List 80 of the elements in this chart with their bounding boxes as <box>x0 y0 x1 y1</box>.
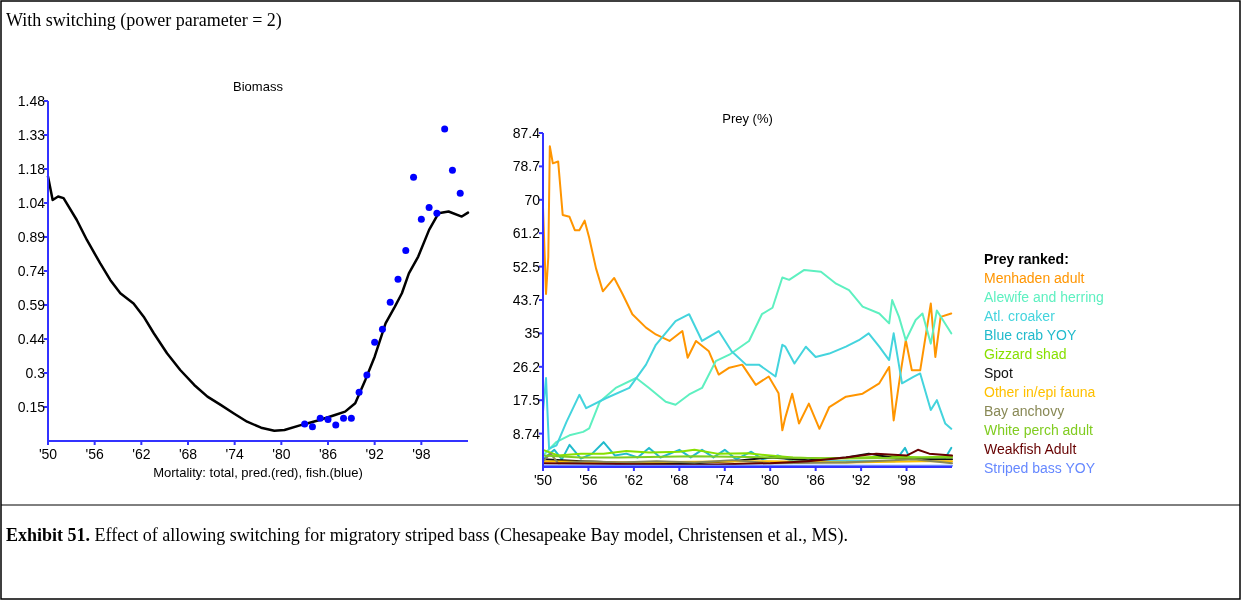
text: Other in/epi fauna <box>984 384 1096 400</box>
line-series <box>542 313 953 450</box>
text: Gizzard shad <box>984 346 1067 362</box>
x-tick-label: '86 <box>806 472 825 488</box>
y-tick-label: 35 <box>524 325 541 342</box>
point <box>394 275 402 283</box>
y-tick-label: 1.33 <box>17 126 46 143</box>
y-tick-label: 0.59 <box>17 296 46 313</box>
y-tick-label: 61.2 <box>512 225 541 242</box>
x-tick-label: '92 <box>365 446 384 462</box>
chart-title: Prey (%) <box>722 111 773 126</box>
x-tick-label: '80 <box>761 472 780 488</box>
x-tick-label: '68 <box>670 472 689 488</box>
y-tick-label: 0.15 <box>17 398 46 415</box>
point <box>378 325 386 333</box>
point <box>433 209 441 217</box>
y-tick-label: 78.7 <box>512 158 541 175</box>
point <box>448 166 456 174</box>
y-tick-label: 17.5 <box>512 392 541 409</box>
x-tick-label: '56 <box>579 472 598 488</box>
text: Exhibit 51. Effect of allowing switching for migratory striped bass (Chesapeake Bay model, Christensen et al., MS). <box>6 524 850 547</box>
x-tick-label: '98 <box>897 472 916 488</box>
y-tick-label: 26.2 <box>512 358 541 375</box>
point <box>425 204 433 212</box>
x-tick-label: '62 <box>132 446 151 462</box>
y-tick-label: 1.18 <box>17 160 46 177</box>
y-tick-label: 0.74 <box>17 262 46 279</box>
y-tick-label: 43.7 <box>512 291 541 308</box>
point <box>355 388 363 396</box>
x-tick-label: '86 <box>318 446 338 462</box>
y-tick-label: 87.4 <box>512 124 541 141</box>
point <box>410 173 418 181</box>
y-tick-label: 0.3 <box>25 364 46 381</box>
text: Atl. croaker <box>984 308 1056 324</box>
legend-title: Prey ranked: <box>984 251 1069 267</box>
point <box>324 415 332 423</box>
y-tick-label: 52.5 <box>512 258 541 275</box>
point <box>386 298 394 306</box>
x-tick-label: '62 <box>624 472 644 488</box>
line-series <box>542 145 953 432</box>
text: Striped bass YOY <box>984 460 1096 476</box>
x-tick-label: '50 <box>38 446 58 462</box>
y-tick-label: 1.48 <box>17 92 46 109</box>
chart-title: Biomass <box>233 79 284 94</box>
point <box>456 189 464 197</box>
y-tick-label: 0.44 <box>17 330 46 347</box>
x-tick-label: '74 <box>225 446 244 462</box>
point <box>308 423 316 431</box>
point <box>347 414 355 422</box>
point <box>363 371 371 379</box>
x-tick-label: '74 <box>715 472 735 488</box>
y-tick-label: 8.74 <box>512 425 541 442</box>
x-tick-label: '56 <box>85 446 104 462</box>
text: Spot <box>984 365 1013 381</box>
x-tick-label: '80 <box>272 446 291 462</box>
point <box>301 420 309 428</box>
text: Blue crab YOY <box>984 327 1078 343</box>
point <box>371 338 379 346</box>
y-tick-label: 1.04 <box>17 194 46 211</box>
point <box>332 421 340 429</box>
point <box>441 125 449 133</box>
text: Bay anchovy <box>984 403 1065 419</box>
x-tick-label: '98 <box>412 446 431 462</box>
line-series <box>46 175 470 432</box>
x-tick-label: '92 <box>851 472 871 488</box>
text: Menhaden adult <box>984 270 1085 286</box>
point <box>316 414 324 422</box>
point <box>417 215 425 223</box>
x-axis-title: Mortality: total, pred.(red), fish.(blue) <box>153 465 363 480</box>
x-tick-label: '50 <box>533 472 553 488</box>
text: White perch adult <box>984 422 1094 438</box>
text: Weakfish Adult <box>984 441 1077 457</box>
y-tick-label: 70 <box>524 191 541 208</box>
line-series <box>542 268 953 457</box>
x-tick-label: '68 <box>178 446 198 462</box>
point <box>340 414 348 422</box>
point <box>402 247 410 255</box>
text: Alewife and herring <box>984 289 1104 305</box>
y-tick-label: 0.89 <box>17 228 46 245</box>
text: With switching (power parameter = 2) <box>6 10 282 31</box>
